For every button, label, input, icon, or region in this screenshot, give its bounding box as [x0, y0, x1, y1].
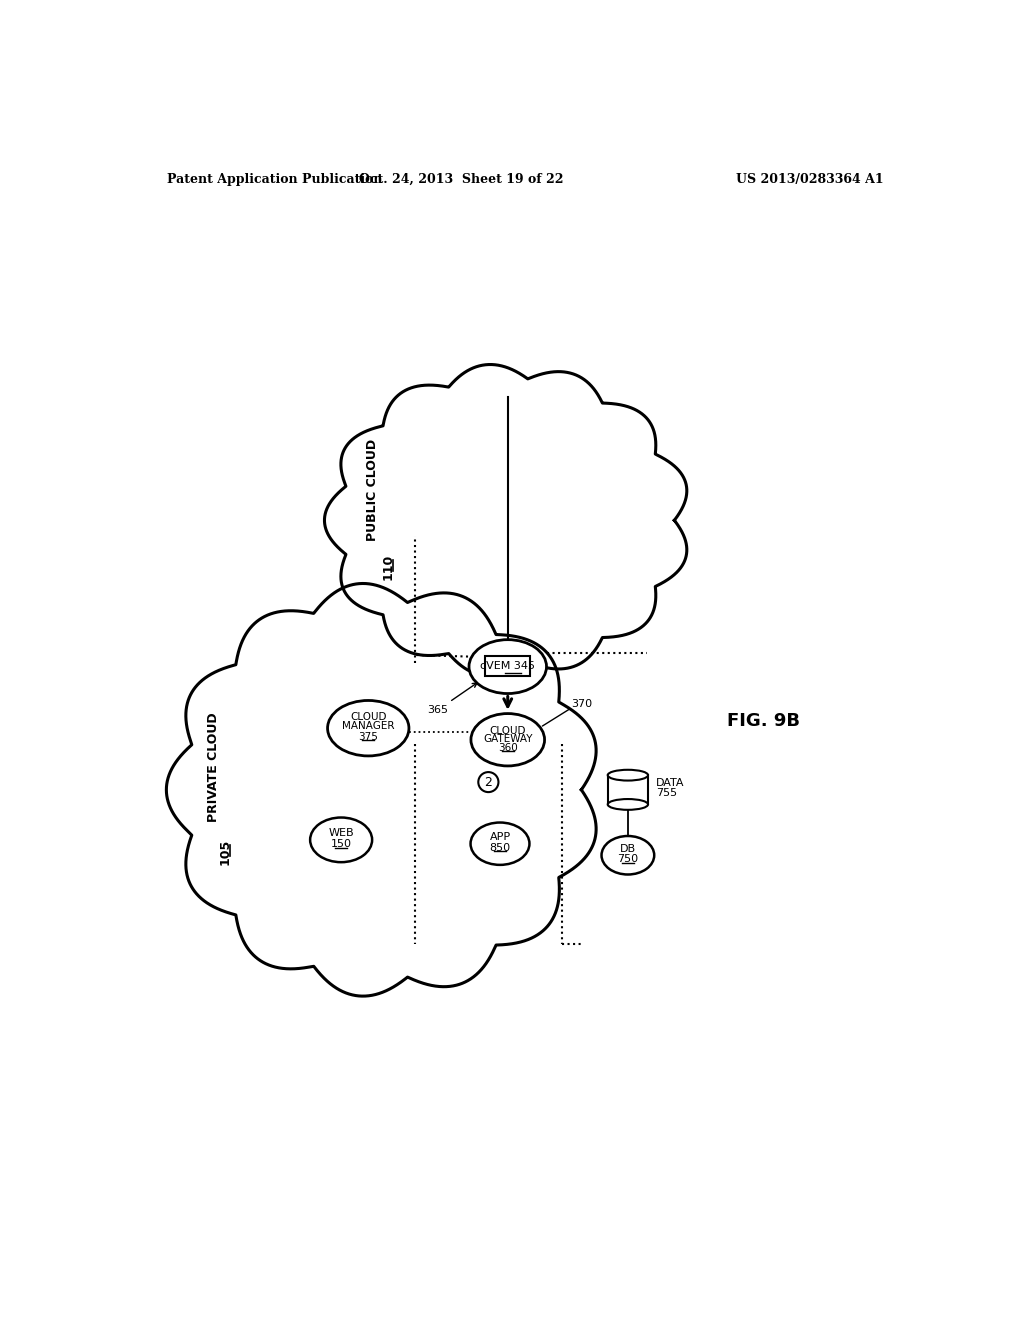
- Ellipse shape: [469, 640, 547, 693]
- Ellipse shape: [471, 714, 545, 766]
- Text: PUBLIC CLOUD: PUBLIC CLOUD: [366, 438, 379, 541]
- Ellipse shape: [328, 701, 409, 756]
- Text: DB: DB: [620, 843, 636, 854]
- Text: PRIVATE CLOUD: PRIVATE CLOUD: [207, 711, 220, 821]
- Text: 750: 750: [617, 854, 638, 865]
- Ellipse shape: [607, 799, 648, 810]
- Text: 360: 360: [498, 743, 517, 754]
- Text: 375: 375: [358, 731, 378, 742]
- Polygon shape: [325, 364, 687, 676]
- Ellipse shape: [607, 770, 648, 780]
- Text: Patent Application Publication: Patent Application Publication: [167, 173, 382, 186]
- Text: MANAGER: MANAGER: [342, 721, 394, 731]
- Text: APP: APP: [489, 832, 511, 842]
- Text: 850: 850: [489, 842, 511, 853]
- Circle shape: [478, 772, 499, 792]
- Text: DATA: DATA: [655, 777, 684, 788]
- Ellipse shape: [471, 822, 529, 865]
- Text: CLOUD: CLOUD: [489, 726, 526, 735]
- Text: 105: 105: [218, 838, 231, 865]
- Text: 110: 110: [381, 553, 394, 579]
- Ellipse shape: [601, 836, 654, 875]
- Text: 365: 365: [427, 682, 477, 715]
- FancyBboxPatch shape: [607, 775, 648, 804]
- Text: 755: 755: [655, 788, 677, 797]
- Text: Oct. 24, 2013  Sheet 19 of 22: Oct. 24, 2013 Sheet 19 of 22: [359, 173, 563, 186]
- Polygon shape: [166, 583, 596, 997]
- Text: cVEM 345: cVEM 345: [480, 661, 536, 671]
- Text: GATEWAY: GATEWAY: [483, 734, 532, 744]
- FancyBboxPatch shape: [485, 656, 530, 676]
- Text: 370: 370: [571, 700, 593, 709]
- Text: US 2013/0283364 A1: US 2013/0283364 A1: [736, 173, 884, 186]
- Ellipse shape: [310, 817, 372, 862]
- Text: 150: 150: [331, 838, 351, 849]
- Text: WEB: WEB: [329, 828, 354, 838]
- Text: FIG. 9B: FIG. 9B: [727, 711, 800, 730]
- Text: CLOUD: CLOUD: [350, 711, 386, 722]
- Text: 2: 2: [484, 776, 493, 788]
